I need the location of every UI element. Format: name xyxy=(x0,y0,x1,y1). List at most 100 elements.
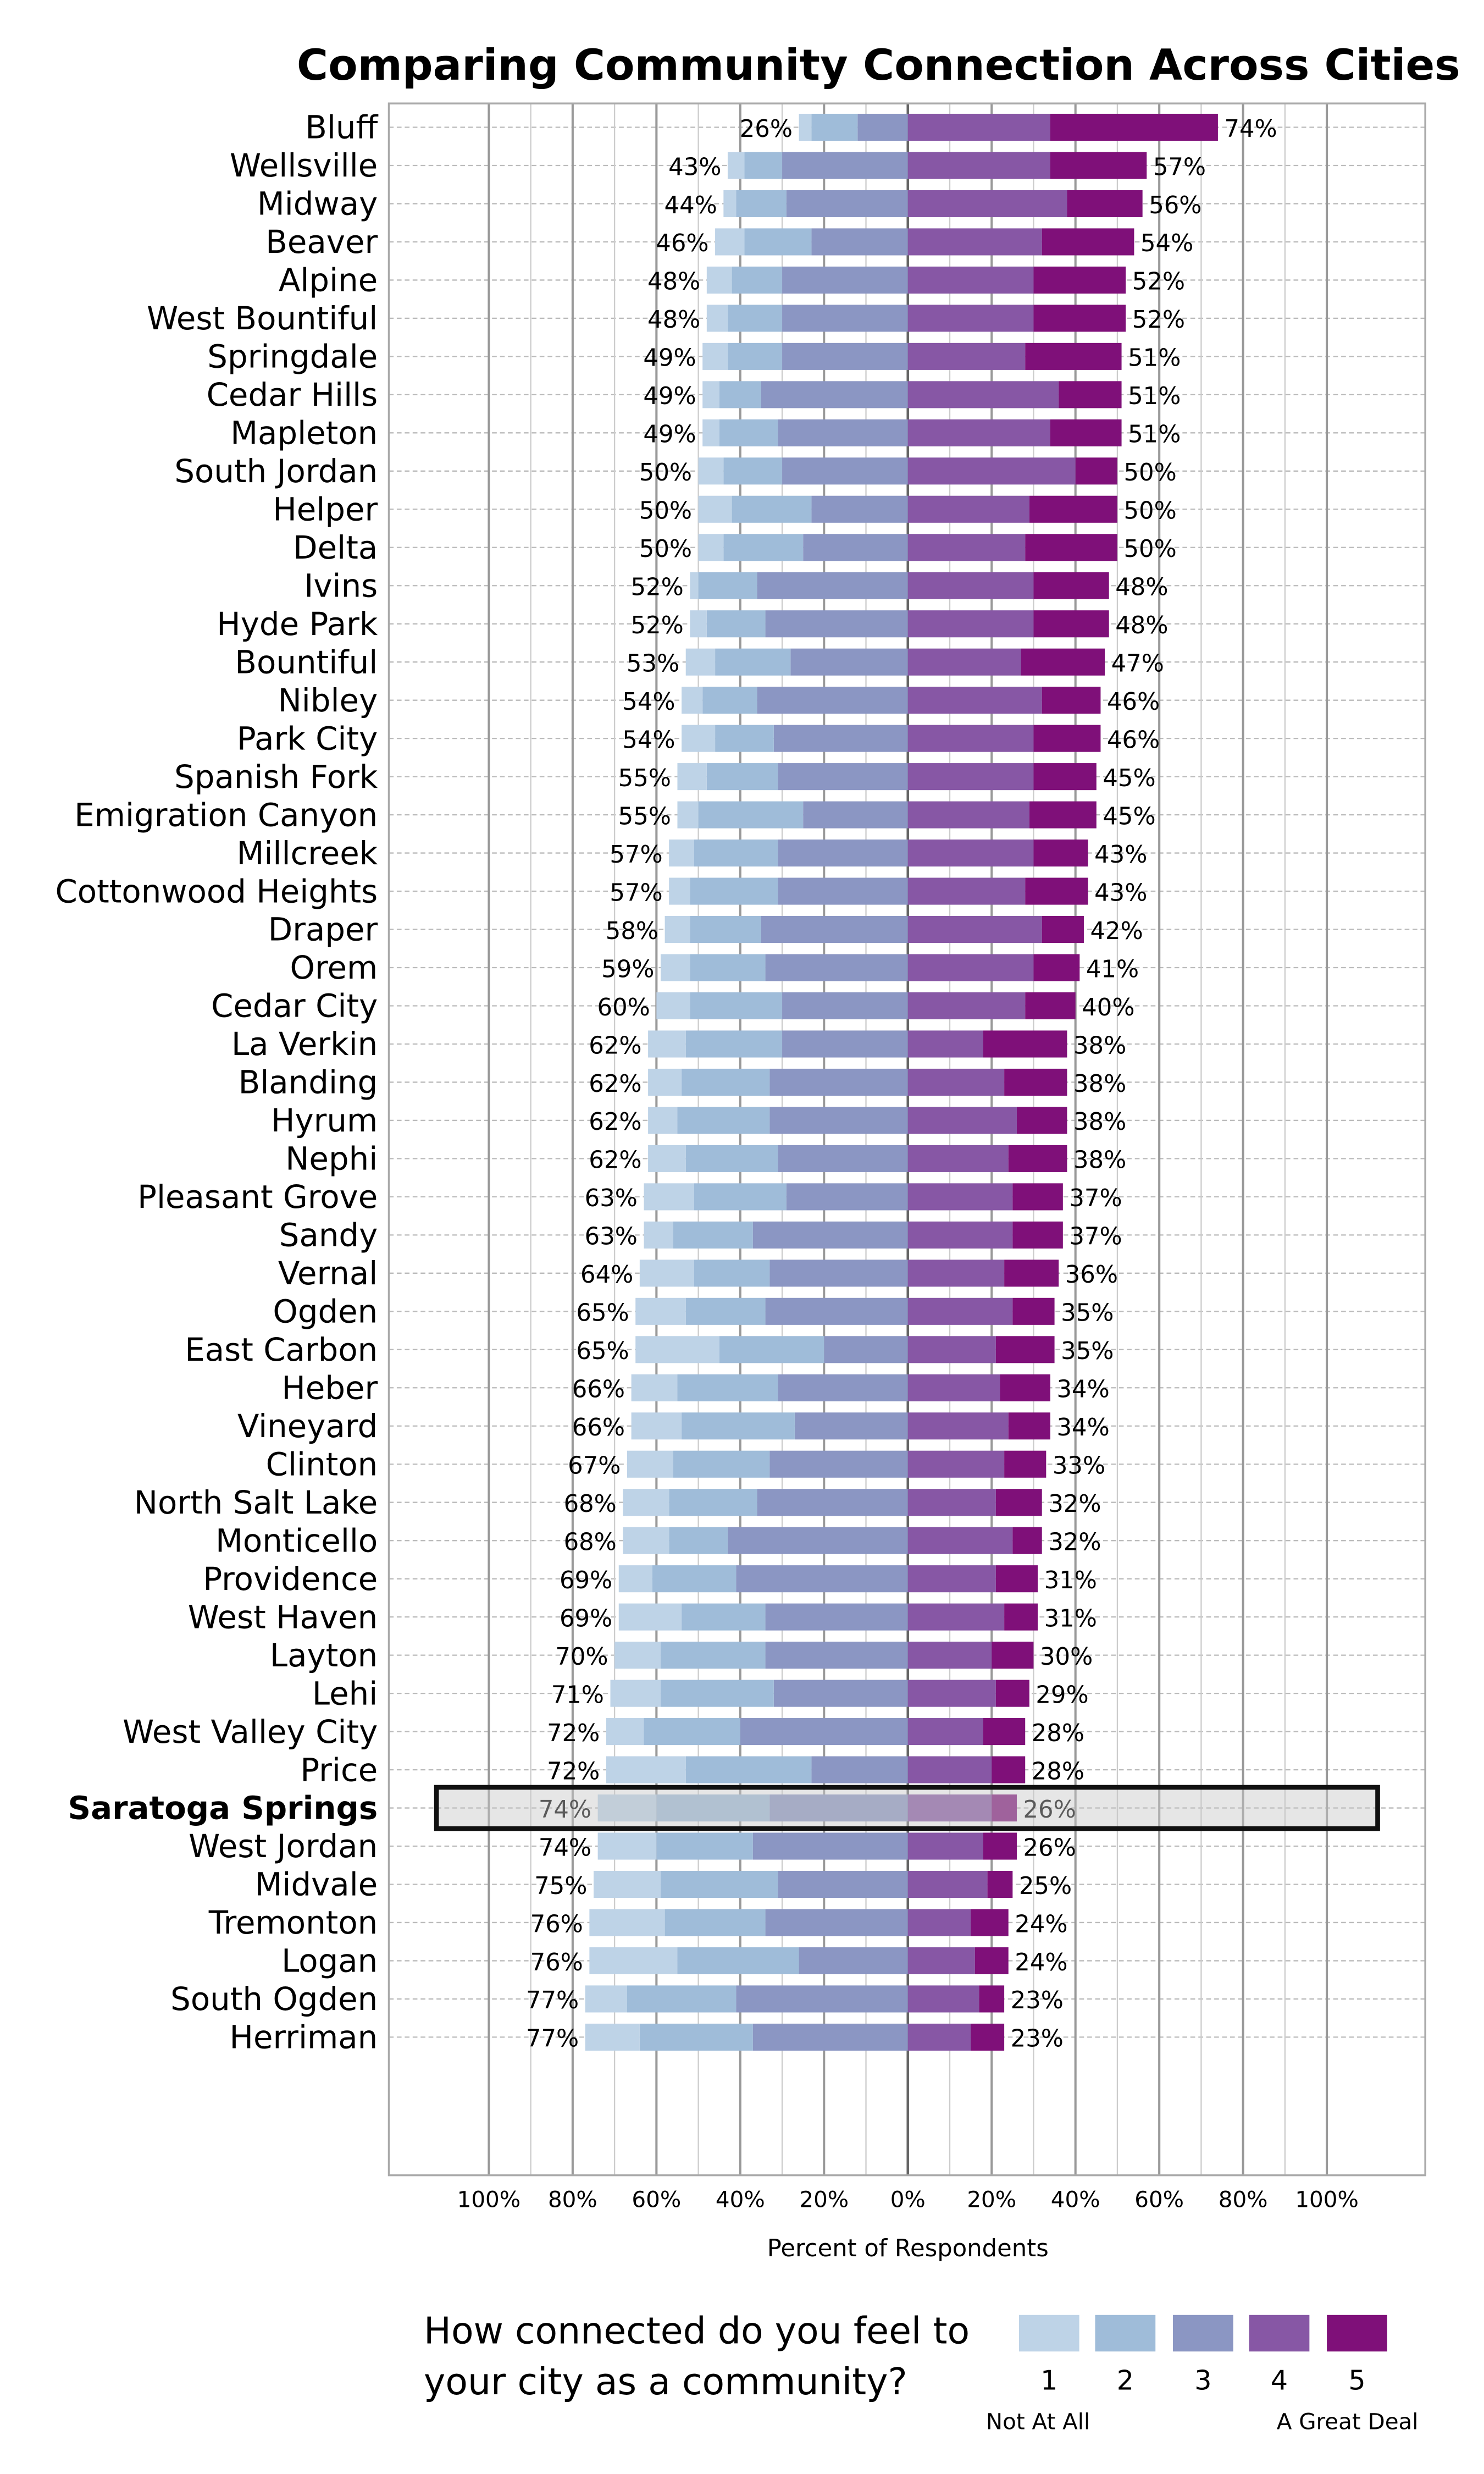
category-label: Millcreek xyxy=(237,835,378,872)
bar-segment-2 xyxy=(639,2023,753,2051)
bar-segment-2 xyxy=(723,534,804,561)
bar-segment-2 xyxy=(727,305,783,332)
bar-segment-3 xyxy=(740,1718,908,1746)
bar-segment-2 xyxy=(706,610,766,638)
bar-row: Cottonwood Heights 57% 43% xyxy=(55,872,1147,910)
bar-segment-1 xyxy=(698,534,724,561)
bar-segment-3 xyxy=(778,1374,908,1401)
bar-segment-4 xyxy=(907,381,1059,408)
bar-segment-2 xyxy=(706,763,778,791)
bar-row: Blanding 62% 38% xyxy=(239,1064,1127,1101)
x-tick-label: 80% xyxy=(548,2186,597,2212)
category-label: Wellsville xyxy=(230,147,378,184)
positive-total-label: 51% xyxy=(1128,421,1181,449)
bar-segment-5 xyxy=(1029,495,1117,523)
bar-segment-2 xyxy=(811,113,858,141)
bar-segment-5 xyxy=(1004,1603,1038,1631)
bar-segment-4 xyxy=(907,190,1067,217)
bar-segment-1 xyxy=(685,648,716,676)
bar-segment-3 xyxy=(782,992,908,1020)
positive-total-label: 26% xyxy=(1023,1796,1076,1824)
bar-segment-2 xyxy=(702,687,757,714)
bar-segment-3 xyxy=(727,1527,908,1554)
bar-segment-4 xyxy=(907,1260,1005,1287)
bar-row: Layton 70% 30% xyxy=(270,1637,1093,1674)
negative-total-label: 48% xyxy=(647,268,700,296)
bar-row: South Ogden 77% 23% xyxy=(170,1980,1064,2018)
bar-segment-2 xyxy=(673,1450,770,1478)
bar-row: East Carbon 65% 35% xyxy=(185,1331,1114,1368)
bar-row: Spanish Fork 55% 45% xyxy=(174,758,1155,796)
bar-row: Midway 44% 56% xyxy=(257,185,1202,223)
bar-segment-2 xyxy=(694,1183,787,1211)
category-label: Draper xyxy=(268,911,378,948)
bar-segment-4 xyxy=(907,1183,1013,1211)
legend-level-label: 4 xyxy=(1271,2364,1288,2396)
bar-segment-1 xyxy=(706,305,728,332)
bar-segment-3 xyxy=(782,305,908,332)
bar-segment-2 xyxy=(690,877,778,905)
bar-segment-3 xyxy=(778,877,908,905)
bar-segment-3 xyxy=(811,1756,908,1783)
category-label: Lehi xyxy=(312,1675,378,1712)
bar-segment-5 xyxy=(1033,840,1088,867)
bar-segment-4 xyxy=(907,687,1042,714)
bar-row: Wellsville 43% 57% xyxy=(230,147,1206,184)
bar-segment-5 xyxy=(1050,419,1122,446)
negative-total-label: 55% xyxy=(618,765,671,792)
bar-segment-3 xyxy=(778,840,908,867)
negative-total-label: 50% xyxy=(639,535,692,563)
category-label: North Salt Lake xyxy=(134,1484,378,1521)
category-label: Vineyard xyxy=(237,1407,378,1445)
negative-total-label: 63% xyxy=(585,1223,638,1251)
bar-segment-3 xyxy=(769,1450,908,1478)
bar-segment-3 xyxy=(778,1145,908,1172)
bar-segment-4 xyxy=(907,1336,996,1363)
bar-segment-4 xyxy=(907,801,1029,829)
positive-total-label: 40% xyxy=(1082,994,1134,1021)
bar-segment-1 xyxy=(723,190,737,217)
legend-swatch-4 xyxy=(1249,2315,1310,2352)
bar-segment-4 xyxy=(907,1680,996,1707)
bar-segment-5 xyxy=(995,1336,1055,1363)
bar-segment-3 xyxy=(765,1642,908,1669)
bar-segment-2 xyxy=(690,992,783,1020)
bar-segment-3 xyxy=(778,763,908,791)
bar-segment-2 xyxy=(698,801,804,829)
bar-segment-5 xyxy=(983,1832,1017,1860)
x-tick-label: 100% xyxy=(457,2186,521,2212)
bar-segment-1 xyxy=(698,495,732,523)
negative-total-label: 75% xyxy=(534,1873,587,1900)
bar-segment-5 xyxy=(974,1947,1009,1974)
bar-segment-5 xyxy=(1033,572,1109,599)
bar-segment-3 xyxy=(752,1221,908,1249)
bar-row: Park City 54% 46% xyxy=(237,720,1160,757)
positive-total-label: 43% xyxy=(1094,879,1147,907)
bar-segment-2 xyxy=(685,1145,778,1172)
bar-segment-3 xyxy=(757,1489,908,1516)
category-label: South Jordan xyxy=(174,452,378,490)
bar-row: Heber 66% 34% xyxy=(281,1369,1109,1406)
category-label: Saratoga Springs xyxy=(68,1790,378,1827)
bar-row: Midvale 75% 25% xyxy=(255,1866,1072,1903)
negative-total-label: 66% xyxy=(572,1376,625,1404)
bar-segment-5 xyxy=(983,1030,1067,1058)
bar-segment-3 xyxy=(765,1603,908,1631)
bar-segment-2 xyxy=(690,954,766,981)
bar-segment-3 xyxy=(769,1794,908,1822)
positive-total-label: 43% xyxy=(1094,841,1147,869)
bar-segment-1 xyxy=(702,381,719,408)
bar-segment-2 xyxy=(652,1565,737,1593)
bar-segment-4 xyxy=(907,1145,1009,1172)
bar-segment-5 xyxy=(971,2023,1005,2051)
bar-row: Lehi 71% 29% xyxy=(312,1675,1089,1712)
bar-row: West Bountiful 48% 52% xyxy=(147,300,1185,337)
bar-row: Tremonton 76% 24% xyxy=(208,1904,1068,1941)
bar-segment-5 xyxy=(979,1985,1005,2013)
bar-segment-2 xyxy=(685,1756,812,1783)
category-label: Midway xyxy=(257,185,378,223)
bar-row: Vineyard 66% 34% xyxy=(237,1407,1110,1445)
bar-segment-1 xyxy=(690,610,707,638)
bar-segment-1 xyxy=(644,1183,694,1211)
category-label: Ivins xyxy=(304,567,378,604)
